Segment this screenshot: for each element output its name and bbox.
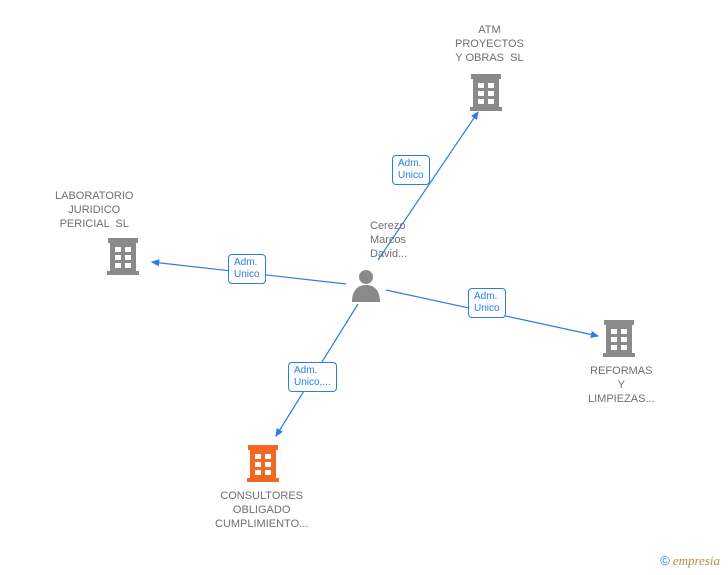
center-node-label: Cerezo Marcos David... [370,220,407,261]
watermark-text: empresia [673,553,720,568]
building-icon[interactable] [470,74,502,111]
node-label: ATM PROYECTOS Y OBRAS SL [455,24,524,65]
building-icon[interactable] [107,238,139,275]
edge-label: Adm. Unico,... [288,362,337,392]
diagram-canvas [0,0,728,575]
edge-label: Adm. Unico [468,288,506,318]
edge-label: Adm. Unico [228,254,266,284]
building-icon[interactable] [247,445,279,482]
watermark: ©empresia [660,553,720,569]
node-label: LABORATORIO JURIDICO PERICIAL SL [55,190,133,231]
edge-label: Adm. Unico [392,155,430,185]
building-icon[interactable] [603,320,635,357]
watermark-symbol: © [660,553,670,568]
person-icon[interactable] [352,270,380,302]
node-label: REFORMAS Y LIMPIEZAS... [588,365,655,406]
node-label: CONSULTORES OBLIGADO CUMPLIMIENTO... [215,490,308,531]
